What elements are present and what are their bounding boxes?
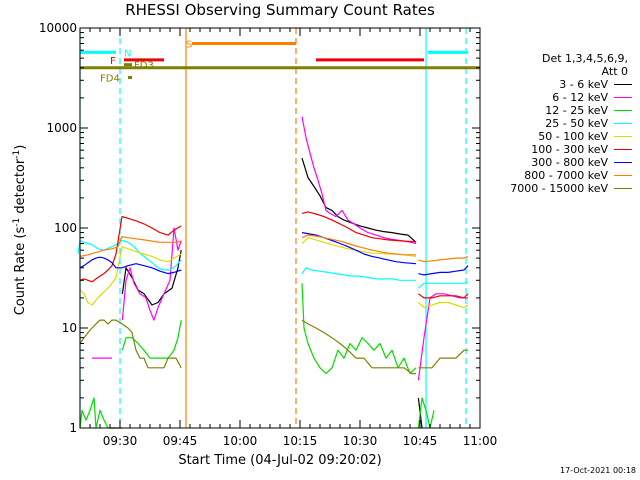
series-line-8 xyxy=(418,349,468,369)
y-tick-label: 10 xyxy=(62,321,77,335)
legend-item: 6 - 12 keV xyxy=(480,91,636,104)
series-line-6 xyxy=(301,232,417,265)
flag-label-F: F xyxy=(110,56,116,67)
legend-item: 3 - 6 keV xyxy=(480,78,636,91)
series-line-5 xyxy=(301,211,417,243)
legend-label: 3 - 6 keV xyxy=(559,78,608,91)
legend-item: 100 - 300 keV xyxy=(480,143,636,156)
series-line-3 xyxy=(418,281,469,289)
x-tick-label: 11:00 xyxy=(463,434,498,448)
series-line-1 xyxy=(121,227,182,321)
legend-item: 50 - 100 keV xyxy=(480,130,636,143)
legend-item: 25 - 50 keV xyxy=(480,117,636,130)
legend-header-attenuator: Att 0 xyxy=(601,65,628,78)
series-line-2 xyxy=(301,283,417,375)
legend-label: 7000 - 15000 keV xyxy=(510,182,608,195)
x-tick-label: 10:30 xyxy=(343,434,378,448)
x-tick-label: 09:45 xyxy=(163,434,198,448)
legend-swatch xyxy=(614,188,632,189)
series-lines xyxy=(77,116,469,429)
series-line-3 xyxy=(301,267,416,281)
series-line-4 xyxy=(417,301,469,309)
legend-swatch xyxy=(614,136,632,137)
x-tick-label: 09:30 xyxy=(103,434,138,448)
series-line-7 xyxy=(418,255,469,263)
legend-swatch xyxy=(614,110,632,111)
legend-swatch xyxy=(614,123,632,124)
legend-label: 300 - 800 keV xyxy=(531,156,608,169)
x-tick-label: 10:15 xyxy=(283,434,318,448)
flag-bars: N S F FD3 FD4 xyxy=(80,39,480,84)
series-line-6 xyxy=(418,265,469,276)
legend-label: 50 - 100 keV xyxy=(538,130,608,143)
flag-label-N: N xyxy=(124,48,131,59)
series-line-8 xyxy=(301,319,416,375)
series-line-8 xyxy=(79,319,182,369)
x-tick-label: 10:45 xyxy=(403,434,438,448)
legend: Det 1,3,4,5,6,9, Att 0 3 - 6 keV 6 - 12 k… xyxy=(480,52,636,195)
legend-label: 12 - 25 keV xyxy=(545,104,608,117)
legend-item: 800 - 7000 keV xyxy=(480,169,636,182)
series-line-1 xyxy=(417,293,468,381)
footer-date: 17-Oct-2021 00:18 xyxy=(560,466,636,475)
legend-header-detectors: Det 1,3,4,5,6,9, xyxy=(541,52,628,65)
series-line-5 xyxy=(79,216,182,283)
y-tick-label: 1 xyxy=(69,421,77,435)
flag-label-S: S xyxy=(186,39,192,50)
legend-label: 100 - 300 keV xyxy=(531,143,608,156)
flag-label-FD4: FD4 xyxy=(100,73,120,84)
y-tick-label: 1000 xyxy=(46,121,77,135)
series-line-3 xyxy=(77,239,182,271)
x-axis-label: Start Time (04-Jul-02 09:20:02) xyxy=(178,453,382,468)
y-tick-label: 100 xyxy=(54,221,77,235)
legend-label: 25 - 50 keV xyxy=(545,117,608,130)
legend-swatch xyxy=(614,149,632,150)
legend-item: 300 - 800 keV xyxy=(480,156,636,169)
series-line-2 xyxy=(417,397,435,429)
legend-label: 6 - 12 keV xyxy=(552,91,608,104)
series-line-7 xyxy=(79,236,182,257)
x-tick-label: 10:00 xyxy=(223,434,258,448)
legend-item: 7000 - 15000 keV xyxy=(480,182,636,195)
series-line-6 xyxy=(79,256,182,275)
series-line-0 xyxy=(121,250,182,306)
legend-swatch xyxy=(614,84,632,85)
y-axis-label: Count Rate (s-1 detector-1) xyxy=(11,144,29,316)
series-line-1 xyxy=(301,116,417,245)
series-line-2 xyxy=(79,397,116,429)
legend-swatch xyxy=(614,97,632,98)
axis-ticks: 1 10 100 1000 10000 09:30 09:45 10:00 10:15 10:30… xyxy=(39,21,497,448)
series-line-4 xyxy=(79,246,182,306)
chart-title: RHESSI Observing Summary Count Rates xyxy=(125,1,435,19)
legend-item: 12 - 25 keV xyxy=(480,104,636,117)
series-line-0 xyxy=(301,157,417,243)
y-tick-label: 10000 xyxy=(39,21,77,35)
series-line-7 xyxy=(301,234,416,256)
legend-swatch xyxy=(614,175,632,176)
series-line-2 xyxy=(121,319,182,359)
legend-swatch xyxy=(614,162,632,163)
series-line-5 xyxy=(418,293,469,299)
legend-label: 800 - 7000 keV xyxy=(524,169,608,182)
flag-label-FD3: FD3 xyxy=(134,61,154,72)
